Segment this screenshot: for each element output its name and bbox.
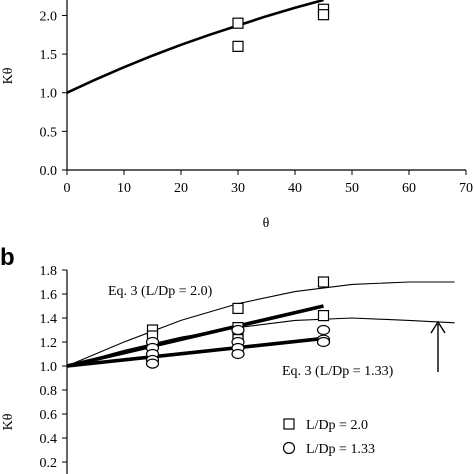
panel-b-circle-point [316,324,331,336]
legend-circle-marker [282,441,296,455]
panel-b-eq3-curve-1 [66,281,455,367]
panel-b-circle-point [231,324,245,336]
panel-b-square-point [317,310,330,322]
panel-b-circle-point [231,348,245,360]
panel-b-y-tick-label: 0.2 [40,456,58,471]
panel-a-y-tick-label: 1.5 [40,48,58,63]
panel-b-square-point [317,276,330,288]
panel-a-marks [66,0,330,94]
panel-b-y-tick-label: 1.2 [40,336,58,351]
panel-a-square-point [232,17,244,29]
panel-b-y-tick-label: 1.6 [40,288,58,303]
panel-a-x-tick-label: 50 [345,181,359,196]
panel-b: b 0.2 0.4 0.6 0.8 1.0 1.2 1.4 1.6 1.8 Kθ Eq. 3 (… [0,244,455,474]
panel-a-x-tick-label: 60 [402,181,416,196]
panel-b-y-tick-label: 0.8 [40,384,58,399]
panel-a-x-tick-label: 70 [459,181,473,196]
arrow-annotation [430,320,446,372]
panel-a-x-tick-label: 30 [231,181,245,196]
panel-a: 0 10 20 30 40 50 60 70 0.0 0.5 1.0 1.5 2.0 Kθ θ [1,0,473,231]
panel-b-circle-point [145,358,160,369]
panel-a-x-tick-label: 10 [117,181,131,196]
panel-a-x-tick-label: 20 [174,181,188,196]
arrow-head [430,320,446,334]
panel-a-y-tick-label: 2.0 [40,9,58,24]
panel-b-axes: 0.2 0.4 0.6 0.8 1.0 1.2 1.4 1.6 1.8 [40,264,68,474]
legend-label-ld-1-33: L/Dp = 1.33 [306,442,375,457]
panel-a-square-point [317,9,330,21]
panel-a-model-curve [66,0,324,94]
panel-b-fit-line-2 [66,336,324,368]
panel-a-square-point [232,40,244,52]
panel-b-y-tick-label: 1.4 [40,312,58,327]
panel-a-y-tick-label: 0.0 [40,164,58,179]
panel-b-y-tick-label: 1.0 [40,360,58,375]
legend: L/Dp = 2.0 L/Dp = 1.33 [282,418,375,457]
panel-a-y-axis-label: Kθ [1,67,16,84]
panel-a-axes: 0 10 20 30 40 50 60 70 0.0 0.5 1.0 1.5 2.0 [40,0,473,196]
panel-b-y-tick-label: 1.8 [40,264,58,279]
panel-b-fit-line-1 [66,304,324,368]
panel-b-marks [66,276,455,369]
panel-b-y-axis-label: Kθ [1,413,16,430]
annotation-eq3-ld-2-0: Eq. 3 (L/Dp = 2.0) [108,284,213,299]
panel-a-x-tick-label: 0 [64,181,71,196]
panel-a-y-tick-label: 1.0 [40,87,58,102]
panel-a-x-axis-label: θ [263,216,270,231]
panel-b-eq3-curve-2 [66,317,455,367]
legend-square-marker [283,418,295,430]
panel-b-square-point [232,302,244,314]
panel-b-label: b [0,244,15,271]
panel-b-y-tick-label: 0.6 [40,408,58,423]
panel-b-circle-point [316,336,331,348]
legend-label-ld-2-0: L/Dp = 2.0 [306,418,368,433]
panel-a-y-tick-label: 0.5 [40,125,58,140]
panel-a-x-tick-label: 40 [288,181,302,196]
panel-b-y-tick-label: 0.4 [40,432,58,447]
annotation-eq3-ld-1-33: Eq. 3 (L/Dp = 1.33) [282,364,394,379]
